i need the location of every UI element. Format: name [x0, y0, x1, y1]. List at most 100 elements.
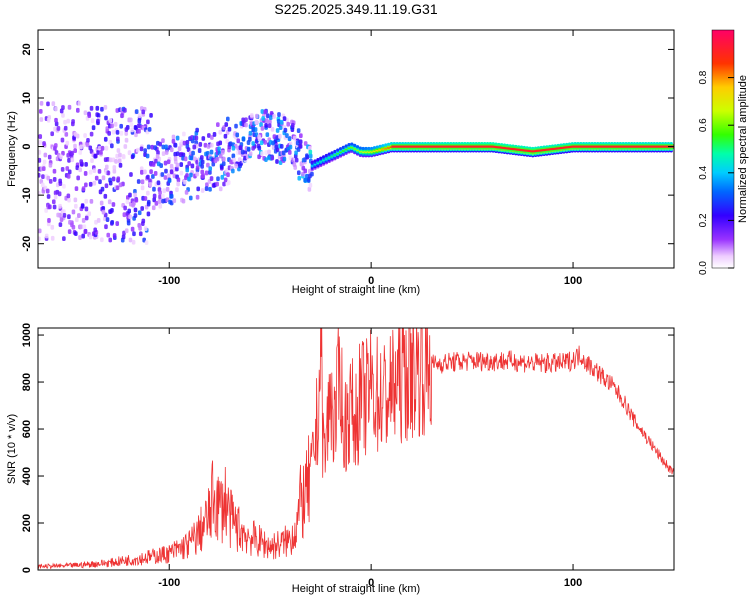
spectrogram-cell: [248, 136, 252, 142]
spectrogram-cell: [251, 145, 255, 151]
spectrogram-cell: [45, 188, 50, 194]
spectrogram-cell: [84, 161, 88, 167]
spectrogram-cell: [87, 211, 92, 217]
spectrogram-cell: [78, 235, 82, 240]
spectrogram-cell: [132, 231, 136, 237]
spectrogram-cell: [75, 217, 79, 223]
spectrogram-cell: [372, 146, 377, 150]
spectrogram-cell: [190, 163, 195, 169]
spectrogram-cell: [226, 116, 230, 122]
spectrogram-cell: [264, 122, 268, 128]
spectrogram-cell: [79, 159, 84, 165]
spectrogram-cell: [221, 149, 225, 155]
spectrogram-cell: [225, 138, 230, 144]
spectrogram-cell: [110, 219, 115, 225]
spectrogram-cell: [77, 213, 81, 218]
spectrogram-cell: [115, 129, 120, 135]
spectrogram-cell: [130, 154, 135, 160]
spectrogram-cell: [62, 236, 66, 242]
spectrogram-cell: [67, 214, 71, 220]
spectrogram-cell: [59, 217, 64, 223]
spectrogram-cell: [112, 168, 117, 174]
spectrogram-cell: [66, 173, 71, 179]
spectrogram-cell: [121, 234, 126, 240]
spectrogram-cell: [136, 179, 141, 184]
spectrogram-cell: [57, 191, 62, 197]
spectrogram-cell: [99, 150, 103, 155]
spectrogram-cell: [120, 113, 124, 119]
spectrogram-cell: [246, 146, 251, 152]
spectrogram-cell: [175, 135, 180, 141]
spectrogram-cell: [307, 145, 312, 151]
spectrogram-cell: [268, 115, 273, 120]
spectrogram-cell: [76, 107, 80, 113]
spectrogram-cell: [60, 137, 65, 143]
spectrogram-cell: [254, 113, 259, 119]
spectrogram-cell: [143, 226, 148, 232]
spectrogram-cell: [313, 159, 317, 163]
spectrogram-cell: [319, 156, 323, 160]
spectrogram-cell: [146, 174, 150, 180]
spectrogram-cell: [161, 138, 165, 143]
spectrogram-cell: [133, 213, 138, 218]
spectrogram-cell: [154, 200, 159, 206]
spectrogram-cell: [48, 204, 52, 210]
spectrogram-cell: [226, 180, 231, 185]
spectrogram-cell: [198, 142, 203, 147]
spectrogram-cell: [111, 176, 116, 182]
spectrogram-cell: [165, 186, 170, 192]
spectrogram-cell: [324, 153, 329, 158]
spectrogram-cell: [150, 144, 155, 150]
colorbar-label: Normalized spectral amplitude: [737, 75, 749, 223]
spectrogram-cell: [267, 123, 272, 129]
spectrogram-cell: [116, 148, 121, 153]
spectrogram-cell: [103, 136, 108, 142]
spectrogram-cell: [159, 163, 164, 168]
spectrogram-cell: [218, 140, 223, 146]
spectrogram-cell: [60, 166, 65, 172]
spectrogram-cell: [108, 180, 113, 186]
spectrogram-cell: [200, 188, 205, 193]
spectrogram-cell: [169, 169, 174, 175]
spectrogram-cell: [73, 143, 77, 149]
spectrogram-cell: [38, 172, 41, 178]
spectrogram-cell: [294, 150, 298, 156]
spectrogram-cell: [96, 118, 100, 124]
spectrogram-cell: [157, 199, 162, 204]
spectrogram-cell: [161, 193, 165, 199]
spectrogram-cell: [278, 125, 283, 130]
spectrogram-cell: [63, 119, 67, 125]
spectrogram-cell: [200, 173, 205, 179]
spectrogram-cell: [184, 175, 188, 180]
spectrogram-cell: [204, 186, 209, 192]
spectrogram-cell: [297, 175, 302, 181]
spectrogram-cell: [206, 144, 211, 149]
spectrogram-cell: [212, 132, 217, 137]
spectrogram-cell: [63, 125, 68, 131]
spectrogram-cell: [54, 121, 59, 127]
snr-x-ticks: -100 0 100: [158, 328, 582, 589]
spectrogram-cell: [118, 182, 123, 188]
spectrogram-cell: [111, 129, 116, 135]
spectrogram-cell: [96, 113, 101, 118]
spectrogram-cell: [208, 186, 212, 192]
spectrogram-cell: [216, 176, 220, 182]
spectrogram-cell: [59, 154, 63, 160]
spectrogram-cell: [308, 149, 313, 155]
spectrogram-cell: [107, 199, 112, 205]
spectrogram-cell: [110, 143, 114, 149]
spectrogram-cell: [73, 148, 77, 154]
spectrogram-cell: [151, 174, 155, 179]
spectrogram-cell: [123, 107, 127, 113]
spectrogram-cell: [153, 145, 157, 151]
spectrogram-cell: [228, 141, 233, 147]
spectrogram-cell: [266, 113, 270, 119]
spectrogram-cell: [84, 215, 89, 221]
spectrogram-cell: [62, 183, 66, 189]
spectrogram-cell: [257, 154, 261, 160]
spectrogram-ridge-core: [391, 145, 674, 153]
spectrogram-cell: [307, 186, 312, 192]
spectrogram-cell: [70, 150, 75, 156]
spectrogram-cell: [127, 150, 132, 156]
